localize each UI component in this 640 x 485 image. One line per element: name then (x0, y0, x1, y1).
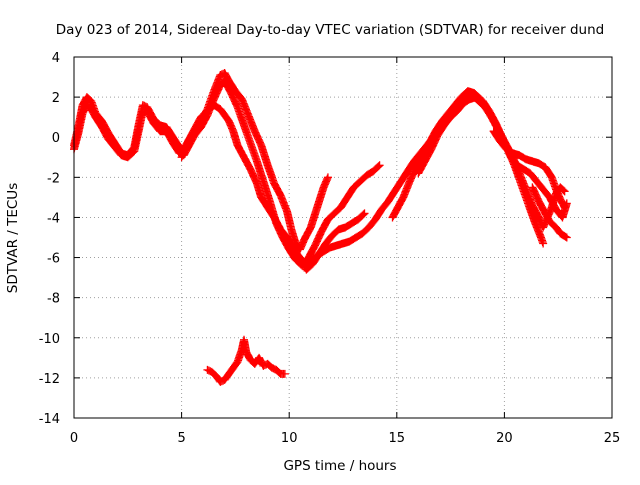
y-tick-label: -2 (47, 171, 60, 186)
x-tick-label: 10 (281, 431, 298, 446)
plot-frame (73, 56, 613, 419)
y-tick-label: -4 (47, 211, 60, 226)
x-tick-label: 5 (177, 431, 185, 446)
series-low-segment (203, 335, 289, 386)
y-tick-label: -14 (39, 412, 60, 427)
x-tick-labels: 0 5 10 15 20 25 (70, 431, 620, 446)
x-tick-label: 0 (70, 431, 78, 446)
x-axis-label: GPS time / hours (283, 458, 396, 474)
x-tick-label: 20 (496, 431, 513, 446)
data-point-markers (528, 183, 571, 242)
series-track-g (489, 127, 569, 212)
x-tick-label: 25 (604, 431, 621, 446)
series-track-f (414, 93, 548, 248)
y-tick-label: -12 (39, 372, 60, 387)
y-tick-label: 0 (52, 131, 60, 146)
y-tick-label: 2 (52, 91, 60, 106)
data-point-markers (203, 335, 289, 386)
y-tick-label: 4 (52, 51, 60, 66)
y-tick-label: -6 (47, 252, 60, 267)
y-tick-label: -10 (39, 332, 60, 347)
chart-title: Day 023 of 2014, Sidereal Day-to-day VTE… (56, 22, 604, 38)
data-markers (70, 69, 571, 386)
y-tick-labels: 4 2 0 -2 -4 -6 -8 -10 -12 -14 (39, 51, 60, 427)
y-axis-label: SDTVAR / TECUs (5, 183, 21, 293)
data-point-markers (489, 127, 569, 212)
data-point-markers (414, 93, 548, 248)
y-tick-label: -8 (47, 292, 60, 307)
x-tick-label: 15 (389, 431, 406, 446)
series-track-h (528, 183, 571, 242)
